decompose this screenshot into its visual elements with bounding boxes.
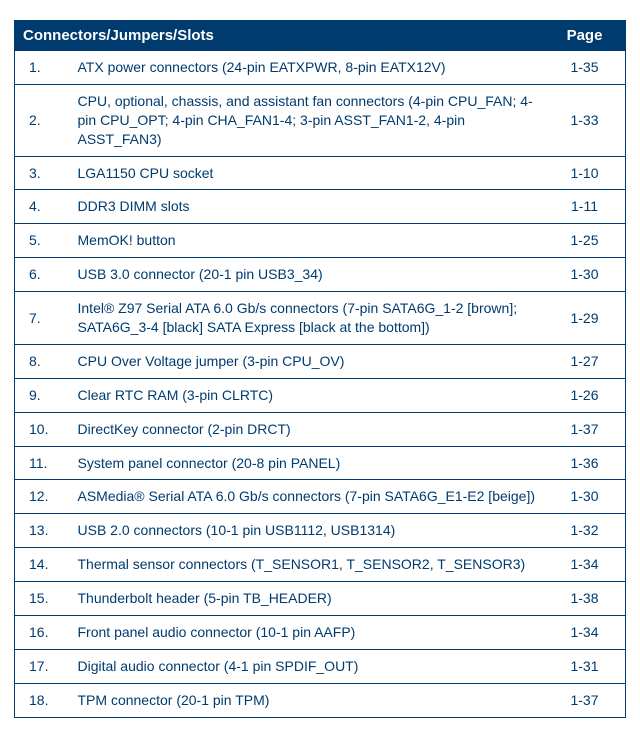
row-description: System panel connector (20-8 pin PANEL)	[70, 446, 545, 480]
row-page: 1-30	[544, 258, 626, 292]
row-page: 1-38	[544, 582, 626, 616]
row-page: 1-34	[544, 616, 626, 650]
row-description: Thermal sensor connectors (T_SENSOR1, T_…	[70, 548, 545, 582]
row-description: Intel® Z97 Serial ATA 6.0 Gb/s connector…	[70, 292, 545, 345]
table-row: 1.ATX power connectors (24-pin EATXPWR, …	[15, 51, 626, 85]
table-row: 9.Clear RTC RAM (3-pin CLRTC)1-26	[15, 378, 626, 412]
row-page: 1-29	[544, 292, 626, 345]
row-description: DDR3 DIMM slots	[70, 190, 545, 224]
table-row: 11.System panel connector (20-8 pin PANE…	[15, 446, 626, 480]
row-number: 6.	[15, 258, 70, 292]
row-page: 1-37	[544, 683, 626, 717]
table-row: 16.Front panel audio connector (10-1 pin…	[15, 616, 626, 650]
table-row: 17.Digital audio connector (4-1 pin SPDI…	[15, 649, 626, 683]
row-description: Digital audio connector (4-1 pin SPDIF_O…	[70, 649, 545, 683]
row-number: 15.	[15, 582, 70, 616]
row-number: 3.	[15, 156, 70, 190]
row-number: 7.	[15, 292, 70, 345]
table-row: 15.Thunderbolt header (5-pin TB_HEADER)1…	[15, 582, 626, 616]
row-number: 12.	[15, 480, 70, 514]
header-page: Page	[544, 21, 626, 51]
row-description: TPM connector (20-1 pin TPM)	[70, 683, 545, 717]
table-row: 7.Intel® Z97 Serial ATA 6.0 Gb/s connect…	[15, 292, 626, 345]
row-page: 1-36	[544, 446, 626, 480]
row-page: 1-34	[544, 548, 626, 582]
row-number: 5.	[15, 224, 70, 258]
header-title: Connectors/Jumpers/Slots	[15, 21, 545, 51]
row-number: 8.	[15, 344, 70, 378]
row-page: 1-10	[544, 156, 626, 190]
row-number: 4.	[15, 190, 70, 224]
row-number: 16.	[15, 616, 70, 650]
table-row: 5.MemOK! button1-25	[15, 224, 626, 258]
table-row: 18.TPM connector (20-1 pin TPM)1-37	[15, 683, 626, 717]
row-number: 17.	[15, 649, 70, 683]
row-description: MemOK! button	[70, 224, 545, 258]
row-description: CPU Over Voltage jumper (3-pin CPU_OV)	[70, 344, 545, 378]
row-description: USB 2.0 connectors (10-1 pin USB1112, US…	[70, 514, 545, 548]
row-page: 1-33	[544, 84, 626, 156]
table-row: 14.Thermal sensor connectors (T_SENSOR1,…	[15, 548, 626, 582]
row-page: 1-27	[544, 344, 626, 378]
table-row: 8.CPU Over Voltage jumper (3-pin CPU_OV)…	[15, 344, 626, 378]
row-page: 1-31	[544, 649, 626, 683]
connectors-table: Connectors/Jumpers/Slots Page 1.ATX powe…	[14, 20, 626, 718]
table-row: 4.DDR3 DIMM slots1-11	[15, 190, 626, 224]
row-description: Thunderbolt header (5-pin TB_HEADER)	[70, 582, 545, 616]
row-number: 14.	[15, 548, 70, 582]
row-page: 1-26	[544, 378, 626, 412]
table-row: 10.DirectKey connector (2-pin DRCT)1-37	[15, 412, 626, 446]
row-number: 13.	[15, 514, 70, 548]
row-description: Clear RTC RAM (3-pin CLRTC)	[70, 378, 545, 412]
row-number: 10.	[15, 412, 70, 446]
row-page: 1-32	[544, 514, 626, 548]
table-row: 12.ASMedia® Serial ATA 6.0 Gb/s connecto…	[15, 480, 626, 514]
row-page: 1-37	[544, 412, 626, 446]
table-body: 1.ATX power connectors (24-pin EATXPWR, …	[15, 51, 626, 718]
row-number: 2.	[15, 84, 70, 156]
row-number: 11.	[15, 446, 70, 480]
table-row: 6.USB 3.0 connector (20-1 pin USB3_34)1-…	[15, 258, 626, 292]
table-row: 2.CPU, optional, chassis, and assistant …	[15, 84, 626, 156]
row-number: 18.	[15, 683, 70, 717]
row-description: LGA1150 CPU socket	[70, 156, 545, 190]
row-description: ASMedia® Serial ATA 6.0 Gb/s connectors …	[70, 480, 545, 514]
row-description: CPU, optional, chassis, and assistant fa…	[70, 84, 545, 156]
row-number: 1.	[15, 51, 70, 85]
row-description: ATX power connectors (24-pin EATXPWR, 8-…	[70, 51, 545, 85]
row-page: 1-30	[544, 480, 626, 514]
row-number: 9.	[15, 378, 70, 412]
table-row: 13.USB 2.0 connectors (10-1 pin USB1112,…	[15, 514, 626, 548]
row-page: 1-11	[544, 190, 626, 224]
row-page: 1-25	[544, 224, 626, 258]
row-description: USB 3.0 connector (20-1 pin USB3_34)	[70, 258, 545, 292]
table-header-row: Connectors/Jumpers/Slots Page	[15, 21, 626, 51]
table-row: 3.LGA1150 CPU socket1-10	[15, 156, 626, 190]
row-description: DirectKey connector (2-pin DRCT)	[70, 412, 545, 446]
row-page: 1-35	[544, 51, 626, 85]
row-description: Front panel audio connector (10-1 pin AA…	[70, 616, 545, 650]
